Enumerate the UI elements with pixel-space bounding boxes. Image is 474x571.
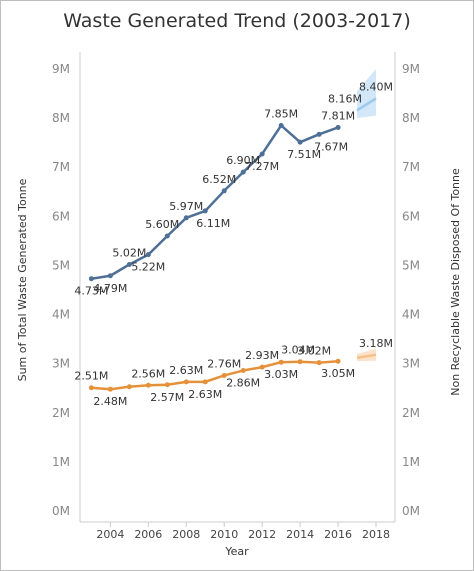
data-point bbox=[259, 151, 265, 157]
y-tick-label-left: 9M bbox=[52, 62, 70, 76]
y-tick-label-left: 3M bbox=[52, 357, 70, 371]
x-tick-label: 2018 bbox=[362, 528, 390, 541]
data-point bbox=[202, 208, 208, 214]
data-label: 5.02M bbox=[112, 246, 146, 259]
y-tick-label-right: 1M bbox=[402, 455, 420, 469]
data-point bbox=[316, 360, 322, 366]
series-line bbox=[91, 359, 339, 391]
data-label: 7.51M bbox=[287, 148, 321, 161]
data-label: 2.63M bbox=[188, 388, 222, 401]
x-tick-label: 2006 bbox=[134, 528, 162, 541]
forecast-line bbox=[356, 97, 377, 112]
data-point bbox=[126, 384, 132, 390]
right-y-axis-label: Non Recyclable Waste Disposed Of Tonne bbox=[449, 168, 462, 396]
data-label: 5.97M bbox=[169, 200, 203, 213]
y-tick-label-right: 5M bbox=[402, 258, 420, 272]
data-point bbox=[183, 215, 189, 221]
series-line bbox=[91, 124, 339, 280]
data-point bbox=[240, 169, 246, 175]
left-y-axis-label: Sum of Total Waste Generated Tonne bbox=[16, 178, 29, 381]
y-tick-label-right: 6M bbox=[402, 209, 420, 223]
y-tick-label-right: 8M bbox=[402, 111, 420, 125]
data-label: 6.11M bbox=[196, 217, 230, 230]
forecast-label: 8.16M bbox=[328, 92, 362, 105]
data-point bbox=[107, 386, 113, 392]
data-point bbox=[297, 139, 303, 145]
y-tick-label-right: 9M bbox=[402, 62, 420, 76]
data-point bbox=[107, 273, 113, 279]
y-tick-label-left: 4M bbox=[52, 308, 70, 322]
forecast-label: 8.40M bbox=[359, 80, 393, 93]
data-label: 4.73M bbox=[74, 285, 108, 298]
data-label: 7.81M bbox=[321, 109, 355, 122]
data-point bbox=[278, 359, 284, 365]
data-label: 2.86M bbox=[226, 377, 260, 390]
data-point bbox=[259, 364, 265, 370]
data-label: 4.79M bbox=[93, 282, 127, 295]
x-tick-label: 2010 bbox=[210, 528, 238, 541]
data-point bbox=[126, 261, 132, 267]
data-label: 2.51M bbox=[74, 370, 108, 383]
forecast-band bbox=[357, 69, 377, 119]
x-tick-label: 2016 bbox=[324, 528, 352, 541]
data-label: 2.93M bbox=[245, 349, 279, 362]
data-label: 7.27M bbox=[245, 160, 279, 173]
data-point bbox=[240, 368, 246, 374]
data-point bbox=[202, 379, 208, 385]
data-point bbox=[278, 122, 284, 128]
forecast-line bbox=[356, 353, 377, 360]
data-point bbox=[335, 358, 341, 364]
data-point bbox=[145, 382, 151, 388]
data-label: 5.22M bbox=[131, 261, 165, 274]
y-tick-label-left: 2M bbox=[52, 406, 70, 420]
y-tick-label-right: 3M bbox=[402, 357, 420, 371]
data-point bbox=[335, 124, 341, 130]
data-label: 2.63M bbox=[169, 364, 203, 377]
y-tick-label-left: 5M bbox=[52, 258, 70, 272]
x-tick-label: 2014 bbox=[286, 528, 314, 541]
data-label: 2.57M bbox=[150, 391, 184, 404]
data-label: 2.48M bbox=[93, 395, 127, 408]
data-point bbox=[164, 233, 170, 239]
y-tick-label-left: 6M bbox=[52, 209, 70, 223]
data-label: 7.85M bbox=[264, 107, 298, 120]
data-label: 6.52M bbox=[202, 173, 236, 186]
x-tick-label: 2008 bbox=[172, 528, 200, 541]
data-label: 6.90M bbox=[226, 154, 260, 167]
y-tick-label-left: 7M bbox=[52, 160, 70, 174]
y-tick-label-left: 1M bbox=[52, 455, 70, 469]
data-point bbox=[221, 188, 227, 194]
forecast-label: 3.18M bbox=[359, 337, 393, 350]
data-point bbox=[88, 385, 94, 391]
data-point bbox=[145, 252, 151, 258]
data-label: 3.04M bbox=[281, 344, 315, 357]
chart-title: Waste Generated Trend (2003-2017) bbox=[63, 10, 411, 32]
data-label: 3.03M bbox=[264, 368, 298, 381]
data-point bbox=[316, 131, 322, 137]
data-point bbox=[164, 382, 170, 388]
y-tick-label-right: 2M bbox=[402, 406, 420, 420]
x-axis-label: Year bbox=[224, 545, 249, 558]
data-label: 2.56M bbox=[131, 367, 165, 380]
y-tick-label-left: 8M bbox=[52, 111, 70, 125]
data-point bbox=[297, 359, 303, 365]
data-label: 7.67M bbox=[314, 140, 348, 153]
x-tick-label: 2004 bbox=[96, 528, 124, 541]
data-label: 2.76M bbox=[207, 357, 241, 370]
data-label: 3.05M bbox=[321, 367, 355, 380]
data-point bbox=[221, 372, 227, 378]
data-point bbox=[183, 379, 189, 385]
y-tick-label-right: 0M bbox=[402, 504, 420, 518]
y-tick-label-right: 4M bbox=[402, 308, 420, 322]
data-point bbox=[88, 276, 94, 282]
x-tick-label: 2012 bbox=[248, 528, 276, 541]
data-label: 5.60M bbox=[145, 218, 179, 231]
y-tick-label-right: 7M bbox=[402, 160, 420, 174]
y-tick-label-left: 0M bbox=[52, 504, 70, 518]
data-label: 3.02M bbox=[297, 345, 331, 358]
